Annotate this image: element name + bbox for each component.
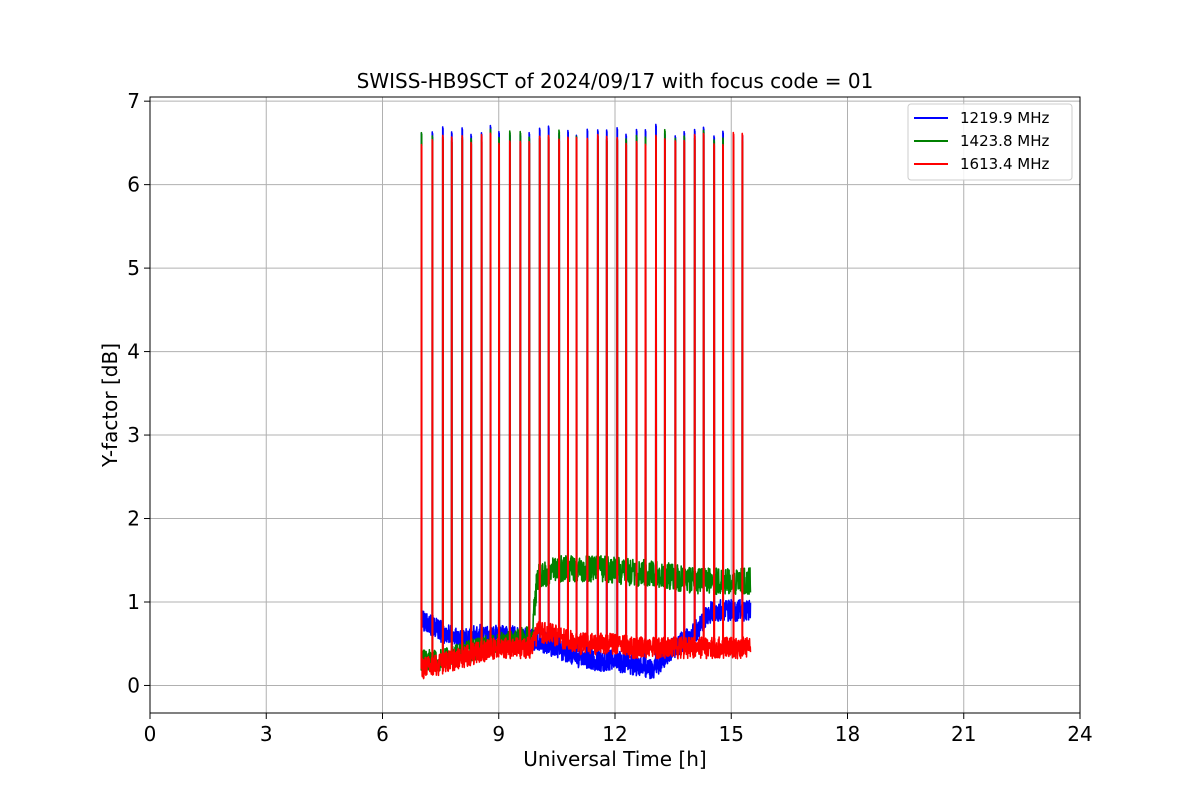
- legend-label: 1613.4 MHz: [960, 155, 1049, 173]
- x-tick-label: 15: [719, 722, 744, 746]
- y-tick-label: 7: [127, 89, 140, 113]
- x-tick-label: 18: [835, 722, 860, 746]
- x-tick-label: 12: [602, 722, 627, 746]
- y-tick-label: 4: [127, 340, 140, 364]
- series-lines: [420, 123, 752, 680]
- legend: 1219.9 MHz 1423.8 MHz 1613.4 MHz: [907, 103, 1073, 181]
- grid-lines: [149, 97, 1081, 713]
- legend-label: 1423.8 MHz: [960, 132, 1049, 150]
- y-tick-label: 5: [127, 256, 140, 280]
- series-line-3: [420, 131, 752, 680]
- legend-box: [907, 103, 1073, 181]
- legend-label: 1219.9 MHz: [960, 109, 1049, 127]
- y-axis-label: Y-factor [dB]: [98, 343, 122, 468]
- y-tick-label: 6: [127, 173, 140, 197]
- x-tick-label: 0: [144, 722, 157, 746]
- y-tick-label: 0: [127, 673, 140, 697]
- x-tick-label: 3: [260, 722, 273, 746]
- y-tick-label: 3: [127, 423, 140, 447]
- chart-title: SWISS-HB9SCT of 2024/09/17 with focus co…: [357, 69, 874, 93]
- x-tick-label: 21: [951, 722, 976, 746]
- x-tick-label: 24: [1067, 722, 1092, 746]
- x-tick-label: 9: [492, 722, 505, 746]
- y-tick-label: 2: [127, 507, 140, 531]
- y-tick-label: 1: [127, 590, 140, 614]
- x-tick-label: 6: [376, 722, 389, 746]
- x-axis-label: Universal Time [h]: [523, 747, 706, 771]
